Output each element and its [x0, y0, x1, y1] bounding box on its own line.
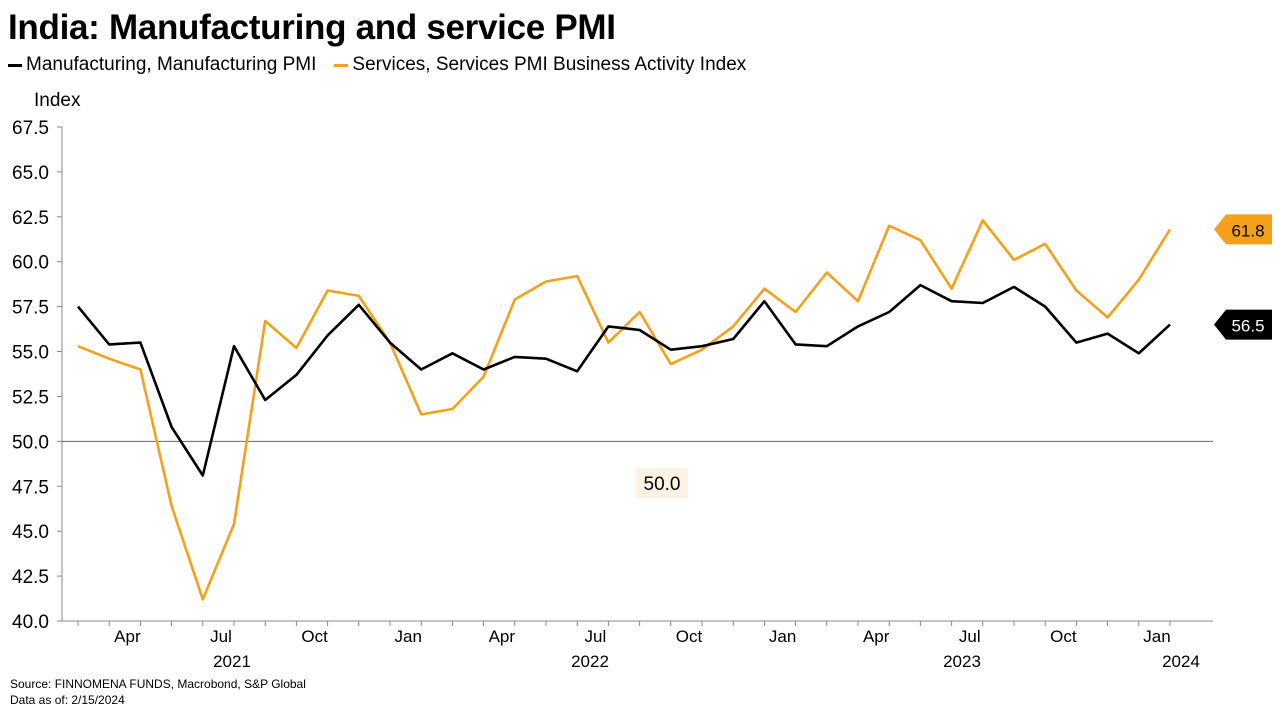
legend-swatch-manufacturing [8, 63, 22, 67]
x-year-label: 2023 [943, 652, 981, 671]
y-tick-label: 65.0 [12, 163, 49, 184]
x-year-label: 2021 [213, 652, 251, 671]
last-value-callout-shape [1214, 214, 1272, 245]
y-tick-label: 60.0 [12, 253, 49, 274]
legend-label-manufacturing: Manufacturing, Manufacturing PMI [26, 54, 317, 75]
y-tick-label: 57.5 [12, 298, 49, 319]
x-year-label: 2022 [571, 652, 609, 671]
series-line-manufacturing [76, 283, 1171, 477]
legend: Manufacturing, Manufacturing PMI Service… [8, 54, 764, 76]
legend-item-services: Services, Services PMI Business Activity… [334, 54, 746, 76]
y-tick-label: 67.5 [12, 118, 49, 139]
x-tick-label: Jan [394, 627, 421, 646]
y-tick-label: 45.0 [12, 522, 49, 543]
y-tick-label: 55.0 [12, 343, 49, 364]
x-tick-label: Apr [489, 627, 516, 646]
x-tick-label: Jul [585, 627, 607, 646]
legend-label-services: Services, Services PMI Business Activity… [352, 54, 747, 75]
x-tick-label: Apr [863, 627, 890, 646]
x-tick-label: Jul [959, 627, 981, 646]
x-tick-label: Jul [210, 627, 232, 646]
legend-item-manufacturing: Manufacturing, Manufacturing PMI [8, 54, 316, 76]
chart-title: India: Manufacturing and service PMI [8, 8, 616, 47]
x-tick-label: Oct [676, 627, 703, 646]
last-value-callout-services: 61.8 [1214, 214, 1272, 245]
legend-swatch-services [334, 63, 349, 67]
y-tick-label: 50.0 [12, 432, 49, 453]
source-note: Source: FINNOMENA FUNDS, Macrobond, S&P … [10, 677, 306, 691]
y-tick-label: 40.0 [12, 612, 49, 633]
x-tick-label: Jan [1143, 627, 1170, 646]
data-as-of-note: Data as of: 2/15/2024 [10, 693, 125, 707]
last-value-callout-manufacturing: 56.5 [1214, 309, 1272, 340]
last-value-label: 56.5 [1231, 317, 1264, 336]
y-tick-label: 47.5 [12, 477, 49, 498]
y-axis-unit-label: Index [34, 90, 81, 111]
reference-label-box [636, 468, 688, 498]
x-year-label: 2024 [1162, 652, 1200, 671]
x-tick-label: Oct [301, 627, 328, 646]
y-tick-label: 52.5 [12, 387, 49, 408]
y-tick-label: 62.5 [12, 208, 49, 229]
last-value-callout-shape [1214, 309, 1272, 340]
last-value-label: 61.8 [1231, 221, 1264, 240]
x-tick-label: Oct [1050, 627, 1077, 646]
x-tick-label: Apr [114, 627, 141, 646]
x-tick-label: Jan [769, 627, 796, 646]
reference-label: 50.0 [644, 474, 681, 495]
y-tick-label: 42.5 [12, 567, 49, 588]
series-line-services [77, 219, 1172, 601]
